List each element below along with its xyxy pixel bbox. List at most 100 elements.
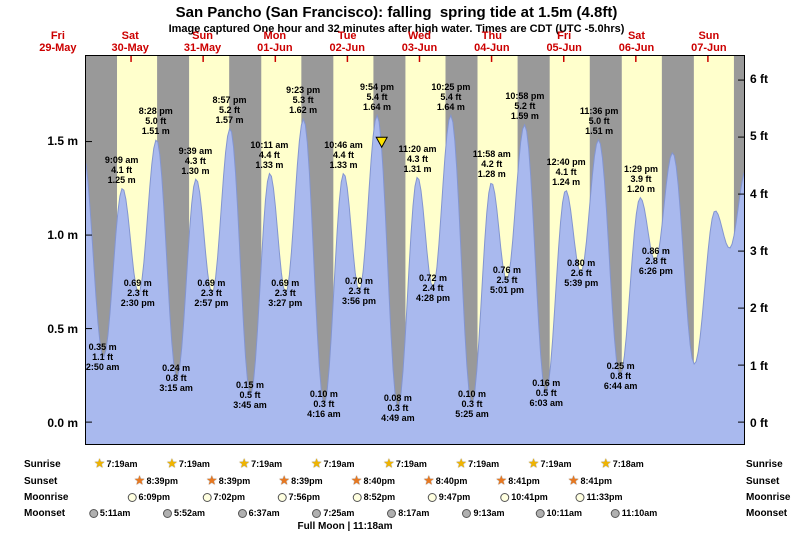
moonset-icon — [89, 509, 98, 518]
moonrise-icon — [278, 493, 287, 502]
moonrise-event: 9:47pm — [428, 492, 471, 502]
sunset-event: ★8:41pm — [569, 476, 612, 486]
moonset-icon — [611, 509, 620, 518]
sunset-event: ★8:39pm — [207, 476, 250, 486]
almanac-label-right-sunrise: Sunrise — [746, 459, 783, 470]
sunset-event: ★8:40pm — [424, 476, 467, 486]
moonset-icon — [238, 509, 247, 518]
moonset-icon — [163, 509, 172, 518]
sunset-star-icon: ★ — [496, 476, 506, 486]
tide-chart-svg — [86, 56, 744, 444]
page-subtitle: Image captured One hour and 32 minutes a… — [0, 23, 793, 35]
tide-chart-page: San Pancho (San Francisco): falling spri… — [0, 0, 793, 537]
almanac-label-right-sunset: Sunset — [746, 476, 779, 487]
y-axis-right-label: 3 ft — [750, 244, 768, 258]
sunset-time: 8:39pm — [291, 476, 323, 486]
y-axis-left-label: 0.0 m — [0, 416, 78, 430]
sunrise-event: ★7:19am — [312, 459, 355, 469]
moonset-event: 5:11am — [89, 508, 131, 518]
moonrise-event: 6:09pm — [127, 492, 170, 502]
moonset-time: 5:11am — [100, 508, 131, 518]
sunrise-event: ★7:19am — [95, 459, 138, 469]
moonrise-time: 7:56pm — [289, 492, 321, 502]
sunset-time: 8:41pm — [581, 476, 613, 486]
moonrise-event: 11:33pm — [575, 492, 622, 502]
moonset-time: 11:10am — [622, 508, 658, 518]
moonset-time: 10:11am — [546, 508, 582, 518]
y-axis-right-label: 5 ft — [750, 129, 768, 143]
y-axis-right-label: 0 ft — [750, 416, 768, 430]
moonset-icon — [387, 509, 396, 518]
moonset-time: 6:37am — [249, 508, 280, 518]
almanac-label-left-sunrise: Sunrise — [24, 459, 61, 470]
tide-plot-area — [85, 55, 745, 445]
moonrise-time: 10:41pm — [511, 492, 548, 502]
sunrise-star-icon: ★ — [167, 459, 177, 469]
sunset-event: ★8:39pm — [135, 476, 178, 486]
sunset-time: 8:39pm — [219, 476, 251, 486]
sunset-time: 8:39pm — [146, 476, 178, 486]
almanac-label-left-moonset: Moonset — [24, 508, 65, 519]
moonset-time: 5:52am — [174, 508, 205, 518]
sunset-star-icon: ★ — [352, 476, 362, 486]
moonrise-icon — [353, 493, 362, 502]
sunset-time: 8:41pm — [508, 476, 540, 486]
y-axis-left-label: 1.5 m — [0, 134, 78, 148]
sunrise-star-icon: ★ — [312, 459, 322, 469]
sunset-star-icon: ★ — [207, 476, 217, 486]
moonrise-event: 7:56pm — [278, 492, 321, 502]
moonset-event: 8:17am — [387, 508, 429, 518]
moonset-event: 9:13am — [462, 508, 504, 518]
y-axis-right-label: 1 ft — [750, 359, 768, 373]
sunrise-star-icon: ★ — [95, 459, 105, 469]
moonrise-time: 11:33pm — [586, 492, 622, 502]
page-title: San Pancho (San Francisco): falling spri… — [0, 4, 793, 21]
sunset-star-icon: ★ — [279, 476, 289, 486]
sunset-star-icon: ★ — [569, 476, 579, 486]
moonset-time: 8:17am — [398, 508, 429, 518]
sunrise-time: 7:19am — [396, 459, 427, 469]
moonrise-icon — [428, 493, 437, 502]
sunrise-event: ★7:19am — [384, 459, 427, 469]
almanac-label-left-sunset: Sunset — [24, 476, 57, 487]
y-axis-left-label: 1.0 m — [0, 228, 78, 242]
moonrise-icon — [500, 493, 509, 502]
sunrise-time: 7:19am — [251, 459, 282, 469]
moonrise-icon — [127, 493, 136, 502]
moonrise-time: 7:02pm — [213, 492, 245, 502]
moonset-event: 11:10am — [611, 508, 658, 518]
sunrise-star-icon: ★ — [529, 459, 539, 469]
sunrise-time: 7:19am — [540, 459, 571, 469]
moonset-event: 5:52am — [163, 508, 205, 518]
sunrise-event: ★7:19am — [456, 459, 499, 469]
sunrise-star-icon: ★ — [456, 459, 466, 469]
moonrise-event: 7:02pm — [202, 492, 245, 502]
sunrise-time: 7:19am — [179, 459, 210, 469]
y-axis-left-label: 0.5 m — [0, 322, 78, 336]
moonset-event: 6:37am — [238, 508, 280, 518]
sunrise-time: 7:19am — [468, 459, 499, 469]
sunrise-event: ★7:19am — [239, 459, 282, 469]
moonset-time: 9:13am — [473, 508, 504, 518]
moonset-icon — [312, 509, 321, 518]
moonset-icon — [462, 509, 471, 518]
y-axis-right-label: 2 ft — [750, 301, 768, 315]
sunrise-star-icon: ★ — [239, 459, 249, 469]
sunrise-star-icon: ★ — [384, 459, 394, 469]
moonrise-time: 9:47pm — [439, 492, 471, 502]
sunrise-time: 7:18am — [613, 459, 644, 469]
sunset-time: 8:40pm — [363, 476, 395, 486]
almanac-label-left-moonrise: Moonrise — [24, 492, 68, 503]
moonrise-time: 6:09pm — [138, 492, 170, 502]
moonrise-event: 10:41pm — [500, 492, 548, 502]
moonset-event: 10:11am — [535, 508, 582, 518]
moonset-icon — [535, 509, 544, 518]
sunrise-time: 7:19am — [107, 459, 138, 469]
almanac-label-right-moonset: Moonset — [746, 508, 787, 519]
sunset-event: ★8:39pm — [279, 476, 322, 486]
sunset-event: ★8:41pm — [496, 476, 539, 486]
sunset-event: ★8:40pm — [352, 476, 395, 486]
sunset-star-icon: ★ — [424, 476, 434, 486]
moonset-event: 7:25am — [312, 508, 354, 518]
sunset-star-icon: ★ — [135, 476, 145, 486]
